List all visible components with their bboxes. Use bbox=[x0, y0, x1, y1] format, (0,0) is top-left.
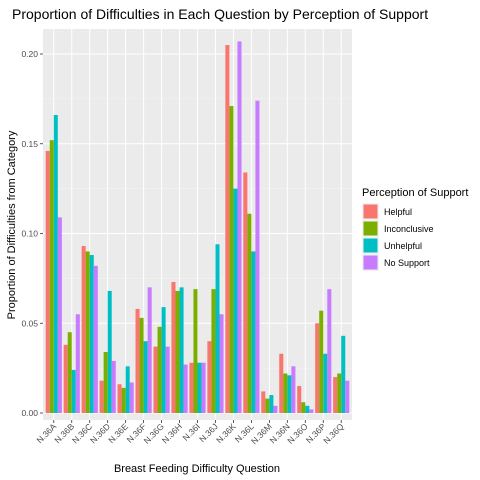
bar bbox=[144, 341, 148, 413]
bar bbox=[112, 361, 116, 413]
bar bbox=[166, 347, 170, 413]
y-tick-label: 0.05 bbox=[21, 318, 38, 328]
bar bbox=[50, 140, 54, 413]
bar bbox=[279, 354, 283, 413]
bar bbox=[72, 370, 76, 413]
bar bbox=[130, 382, 134, 413]
x-axis-title: Breast Feeding Difficulty Question bbox=[114, 463, 280, 475]
bar bbox=[148, 287, 152, 413]
bar bbox=[158, 327, 162, 413]
x-tick-label: N.36M bbox=[249, 421, 274, 446]
y-tick-label: 0.00 bbox=[21, 408, 38, 418]
bar bbox=[82, 246, 86, 413]
bar bbox=[291, 366, 295, 413]
bar bbox=[283, 374, 287, 413]
bar bbox=[162, 307, 166, 413]
x-axis: N.36AN.36BN.36CN.36DN.36EN.36FN.36GN.36H… bbox=[34, 420, 345, 446]
bar bbox=[229, 106, 233, 413]
legend-swatch bbox=[364, 205, 378, 219]
bar bbox=[301, 402, 305, 413]
chart-title: Proportion of Difficulties in Each Quest… bbox=[12, 6, 428, 22]
bar bbox=[136, 309, 140, 413]
bar bbox=[90, 255, 94, 413]
bar bbox=[86, 251, 90, 413]
bar bbox=[68, 332, 72, 413]
bar bbox=[118, 384, 122, 413]
bar bbox=[140, 318, 144, 413]
bar bbox=[337, 374, 341, 413]
bar bbox=[341, 336, 345, 413]
bar bbox=[315, 323, 319, 413]
bar bbox=[233, 189, 237, 413]
x-tick-label: N.36O bbox=[285, 421, 310, 446]
legend-swatch bbox=[364, 256, 378, 270]
bar bbox=[189, 363, 193, 413]
bar bbox=[171, 282, 175, 413]
bar bbox=[54, 115, 58, 413]
y-axis-title: Proportion of Difficulties from Category bbox=[6, 130, 18, 319]
bar bbox=[46, 151, 50, 413]
bar bbox=[319, 311, 323, 413]
y-tick-label: 0.20 bbox=[21, 49, 38, 59]
bar bbox=[193, 289, 197, 413]
bar bbox=[237, 41, 241, 413]
bar bbox=[333, 377, 337, 413]
bar bbox=[76, 314, 80, 413]
legend-title: Perception of Support bbox=[362, 187, 468, 199]
y-tick-label: 0.15 bbox=[21, 139, 38, 149]
bar bbox=[261, 391, 265, 413]
bar bbox=[323, 354, 327, 413]
legend-label: Unhelpful bbox=[384, 241, 422, 251]
bar bbox=[265, 399, 269, 413]
legend-swatch bbox=[364, 239, 378, 253]
x-tick-label: N.36D bbox=[88, 421, 112, 445]
bar bbox=[309, 409, 313, 413]
bar bbox=[297, 386, 301, 413]
bar bbox=[243, 172, 247, 413]
legend-swatch bbox=[364, 222, 378, 236]
bar bbox=[255, 101, 259, 413]
bar bbox=[211, 289, 215, 413]
bar bbox=[153, 347, 157, 413]
legend-label: No Support bbox=[384, 258, 430, 268]
legend: Perception of Support Helpful Inconclusiv… bbox=[362, 187, 468, 271]
bar bbox=[247, 214, 251, 413]
x-tick-label: N.36H bbox=[160, 421, 184, 445]
bar bbox=[215, 244, 219, 413]
bar bbox=[122, 388, 126, 413]
bar bbox=[198, 363, 202, 413]
y-tick-label: 0.10 bbox=[21, 229, 38, 239]
x-tick-label: N.36K bbox=[214, 421, 238, 445]
x-tick-label: N.36E bbox=[106, 421, 130, 445]
bar bbox=[126, 366, 130, 413]
bar bbox=[305, 406, 309, 413]
bar bbox=[269, 395, 273, 413]
bar bbox=[64, 345, 68, 413]
bar bbox=[345, 381, 349, 413]
bar bbox=[287, 375, 291, 413]
bar bbox=[327, 289, 331, 413]
legend-label: Inconclusive bbox=[384, 224, 434, 234]
bar bbox=[207, 341, 211, 413]
bar bbox=[273, 406, 277, 413]
bar bbox=[220, 314, 224, 413]
bar bbox=[184, 365, 188, 413]
x-tick-label: N.36Q bbox=[321, 421, 346, 446]
bar bbox=[251, 251, 255, 413]
bar bbox=[104, 352, 108, 413]
bar bbox=[108, 291, 112, 413]
bar bbox=[180, 287, 184, 413]
bar bbox=[100, 381, 104, 413]
bar bbox=[94, 266, 98, 413]
legend-label: Helpful bbox=[384, 207, 412, 217]
bar bbox=[225, 45, 229, 413]
bar bbox=[58, 217, 62, 413]
y-axis: 0.00 0.05 0.10 0.15 0.20 bbox=[21, 49, 43, 418]
bar bbox=[175, 291, 179, 413]
bar bbox=[202, 363, 206, 413]
